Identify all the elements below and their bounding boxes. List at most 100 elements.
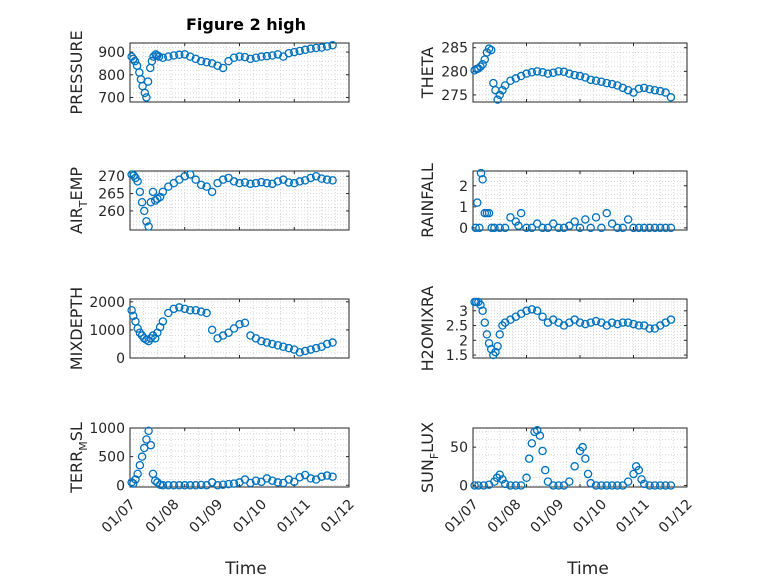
- data-point: [607, 481, 617, 490]
- data-point: [475, 223, 484, 233]
- data-point: [578, 442, 587, 452]
- data-point: [482, 330, 492, 339]
- x-tick-label: 01/11: [274, 496, 314, 536]
- data-point: [185, 170, 195, 179]
- data-point: [480, 318, 490, 327]
- data-point: [597, 77, 606, 86]
- panel-6: 1.522.53 H2OMIXRA: [418, 286, 688, 371]
- data-point: [623, 85, 633, 95]
- data-point: [218, 480, 228, 489]
- data-point: [613, 481, 622, 490]
- y-axis-label-tail: SL: [67, 422, 86, 441]
- data-point: [133, 324, 142, 333]
- data-point: [273, 478, 283, 487]
- data-point: [661, 223, 670, 233]
- data-point: [328, 338, 337, 347]
- data-point: [514, 221, 523, 231]
- data-point: [516, 71, 526, 81]
- data-point: [146, 440, 156, 450]
- y-tick-label: 0: [116, 351, 125, 367]
- panel-4: 0 1 2 RAINFALL: [418, 163, 688, 238]
- data-point: [623, 215, 633, 224]
- data-point: [164, 481, 173, 490]
- data-point: [262, 51, 272, 61]
- data-point: [213, 61, 222, 70]
- y-tick-label: 3: [459, 304, 468, 320]
- data-point: [597, 481, 606, 490]
- data-point: [495, 470, 504, 479]
- data-point: [169, 304, 179, 314]
- data-point: [235, 320, 244, 329]
- data-point: [196, 180, 206, 190]
- y-axis-label: PRESSURE: [67, 30, 86, 114]
- data-point: [470, 481, 479, 490]
- data-point: [540, 465, 550, 475]
- data-point: [570, 462, 579, 471]
- data-point: [129, 54, 138, 64]
- data-point: [169, 51, 179, 60]
- data-point: [185, 52, 195, 61]
- data-point: [284, 48, 294, 58]
- data-point: [613, 223, 622, 233]
- data-point: [527, 439, 537, 448]
- data-point: [554, 67, 563, 76]
- data-point: [202, 308, 211, 318]
- data-point: [328, 176, 337, 185]
- data-point: [300, 45, 310, 55]
- data-point: [527, 68, 537, 77]
- data-point: [581, 319, 590, 329]
- data-point: [224, 479, 233, 489]
- data-point: [289, 477, 299, 487]
- data-point: [511, 481, 521, 490]
- data-point: [240, 52, 250, 62]
- data-point: [185, 481, 195, 490]
- data-point: [543, 223, 553, 233]
- data-point: [559, 223, 569, 233]
- data-point: [284, 475, 294, 484]
- data-point: [581, 454, 590, 463]
- data-point: [535, 431, 545, 440]
- data-point: [575, 318, 585, 327]
- data-point: [500, 81, 510, 90]
- y-axis-label: MIXDEPTH: [67, 287, 86, 370]
- data-point: [207, 187, 217, 197]
- data-point: [295, 473, 304, 482]
- data-point: [476, 62, 485, 71]
- data-point: [257, 336, 266, 346]
- data-point: [142, 335, 151, 344]
- y-tick-label: 700: [98, 90, 125, 106]
- data-point: [506, 481, 515, 490]
- data-point: [554, 223, 563, 233]
- data-point: [586, 318, 595, 327]
- data-point: [306, 474, 315, 483]
- data-point: [135, 460, 145, 470]
- data-point: [130, 56, 140, 66]
- x-tick-label: 01/07: [442, 496, 482, 536]
- data-point: [554, 481, 563, 490]
- data-point: [164, 308, 173, 318]
- data-point: [251, 476, 261, 485]
- data-point: [581, 215, 590, 224]
- data-point: [191, 305, 200, 315]
- data-point: [618, 83, 628, 93]
- data-point: [522, 306, 531, 316]
- data-point: [229, 53, 239, 63]
- data-point: [575, 223, 585, 233]
- x-tick-label: 01/11: [613, 496, 653, 536]
- data-point: [473, 198, 482, 207]
- x-tick-label: 01/12: [656, 496, 696, 536]
- data-point: [500, 479, 510, 489]
- data-point: [150, 334, 160, 343]
- data-point: [549, 219, 558, 228]
- data-point: [522, 69, 531, 78]
- x-tick-label: 01/09: [187, 496, 227, 536]
- y-axis-label-tail: EMP: [67, 167, 86, 201]
- data-point: [661, 88, 670, 97]
- data-point: [180, 481, 189, 490]
- data-point: [273, 341, 283, 350]
- data-point: [666, 481, 676, 490]
- data-point: [144, 222, 153, 231]
- y-tick-label: 275: [441, 88, 468, 104]
- data-point: [284, 178, 294, 187]
